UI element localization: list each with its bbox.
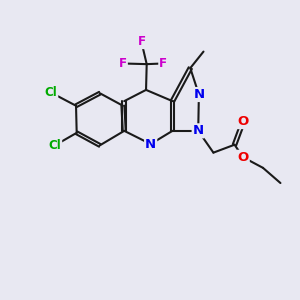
Text: N: N — [145, 138, 156, 151]
Text: F: F — [137, 35, 146, 48]
Text: Cl: Cl — [45, 86, 57, 99]
Text: F: F — [119, 57, 127, 70]
Text: O: O — [238, 115, 249, 128]
Text: O: O — [238, 151, 249, 164]
Text: N: N — [193, 88, 204, 101]
Text: N: N — [193, 124, 204, 137]
Text: F: F — [159, 57, 167, 70]
Text: Cl: Cl — [49, 139, 61, 152]
